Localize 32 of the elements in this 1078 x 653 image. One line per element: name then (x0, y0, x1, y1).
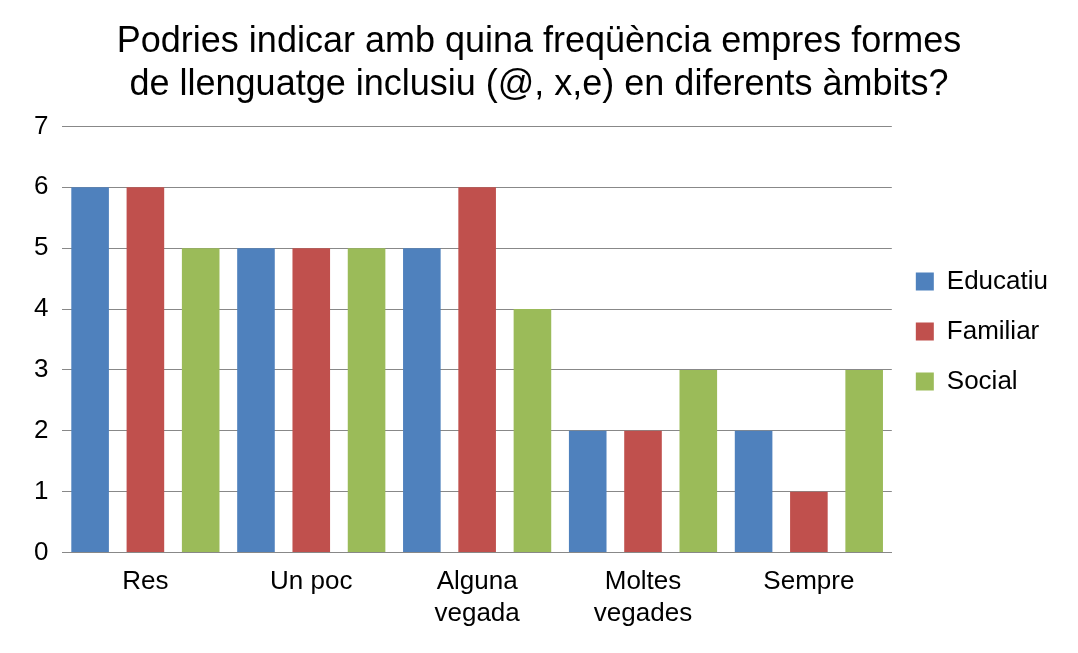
bar (347, 248, 386, 553)
bar (126, 187, 165, 553)
bar (237, 248, 275, 553)
y-tick-label: 3 (33, 353, 49, 384)
x-tick-label: Moltes vegades (593, 565, 693, 627)
y-tick-label: 0 (33, 535, 49, 566)
bar (624, 430, 662, 553)
legend-label: Familiar (946, 314, 1040, 345)
legend-label: Social (946, 364, 1018, 395)
bar (181, 248, 220, 553)
x-tick-label: Res (122, 565, 169, 596)
bar (458, 187, 496, 553)
bar (292, 248, 331, 553)
bar (845, 369, 883, 553)
y-tick-label: 4 (33, 292, 49, 323)
y-tick-label: 5 (33, 231, 49, 262)
legend-label: Educatiu (946, 264, 1049, 295)
y-tick-label: 7 (33, 109, 49, 140)
chart-title: Podries indicar amb quina freqüència empres formes de llenguatge inclusiu (@, x,e) en diferents àmbits? (116, 18, 962, 103)
bar (679, 369, 718, 553)
x-tick-label: Un poc (270, 565, 353, 596)
y-tick-label: 2 (33, 414, 49, 444)
bar (568, 430, 607, 553)
bar (790, 491, 828, 553)
x-tick-label: Alguna vegada (434, 565, 521, 627)
x-tick-label: Sempre (763, 565, 855, 596)
y-tick-label: 6 (33, 170, 49, 201)
bar (403, 248, 441, 553)
bar (71, 187, 109, 553)
bar (513, 309, 552, 553)
bar (734, 430, 773, 553)
y-tick-label: 1 (33, 474, 49, 505)
